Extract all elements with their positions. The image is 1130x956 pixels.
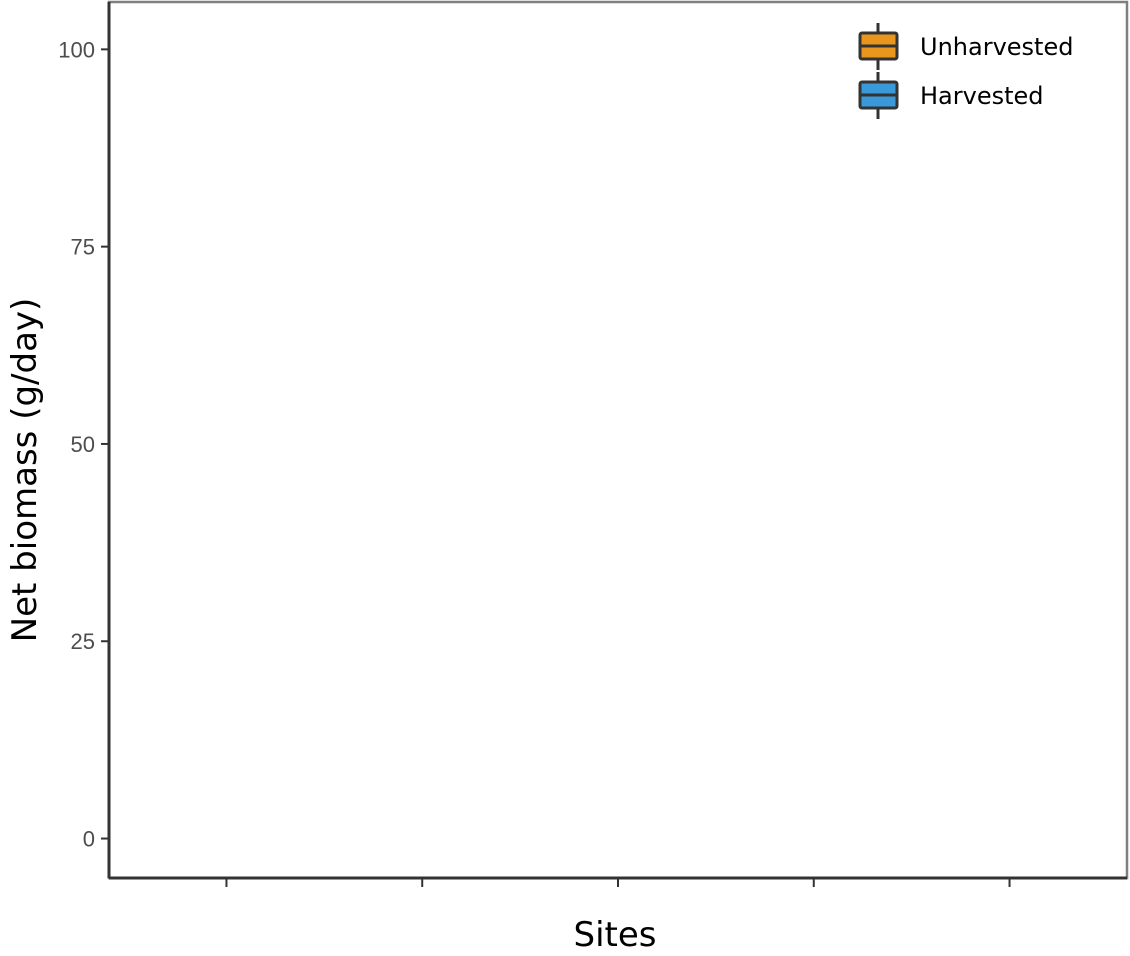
y-tick-label: 0 xyxy=(83,827,95,852)
y-tick-label: 75 xyxy=(71,235,95,260)
plot-panel-border xyxy=(107,0,1129,880)
plot-area xyxy=(107,0,1129,880)
legend-item: Harvested xyxy=(858,72,1044,119)
y-tick-label: 50 xyxy=(71,432,95,457)
legend-label: Unharvested xyxy=(920,33,1073,61)
legend: Unharvested Harvested xyxy=(858,23,1073,119)
y-axis-title: Net biomass (g/day) xyxy=(5,298,45,643)
legend-item: Unharvested xyxy=(858,23,1073,70)
y-tick-label: 100 xyxy=(58,37,95,62)
y-axis-ticks: 0 25 50 75 100 xyxy=(58,37,109,852)
x-axis-ticks xyxy=(225,878,1011,887)
x-axis-title: Sites xyxy=(574,915,657,955)
y-tick-label: 25 xyxy=(71,629,95,654)
legend-label: Harvested xyxy=(920,82,1044,110)
